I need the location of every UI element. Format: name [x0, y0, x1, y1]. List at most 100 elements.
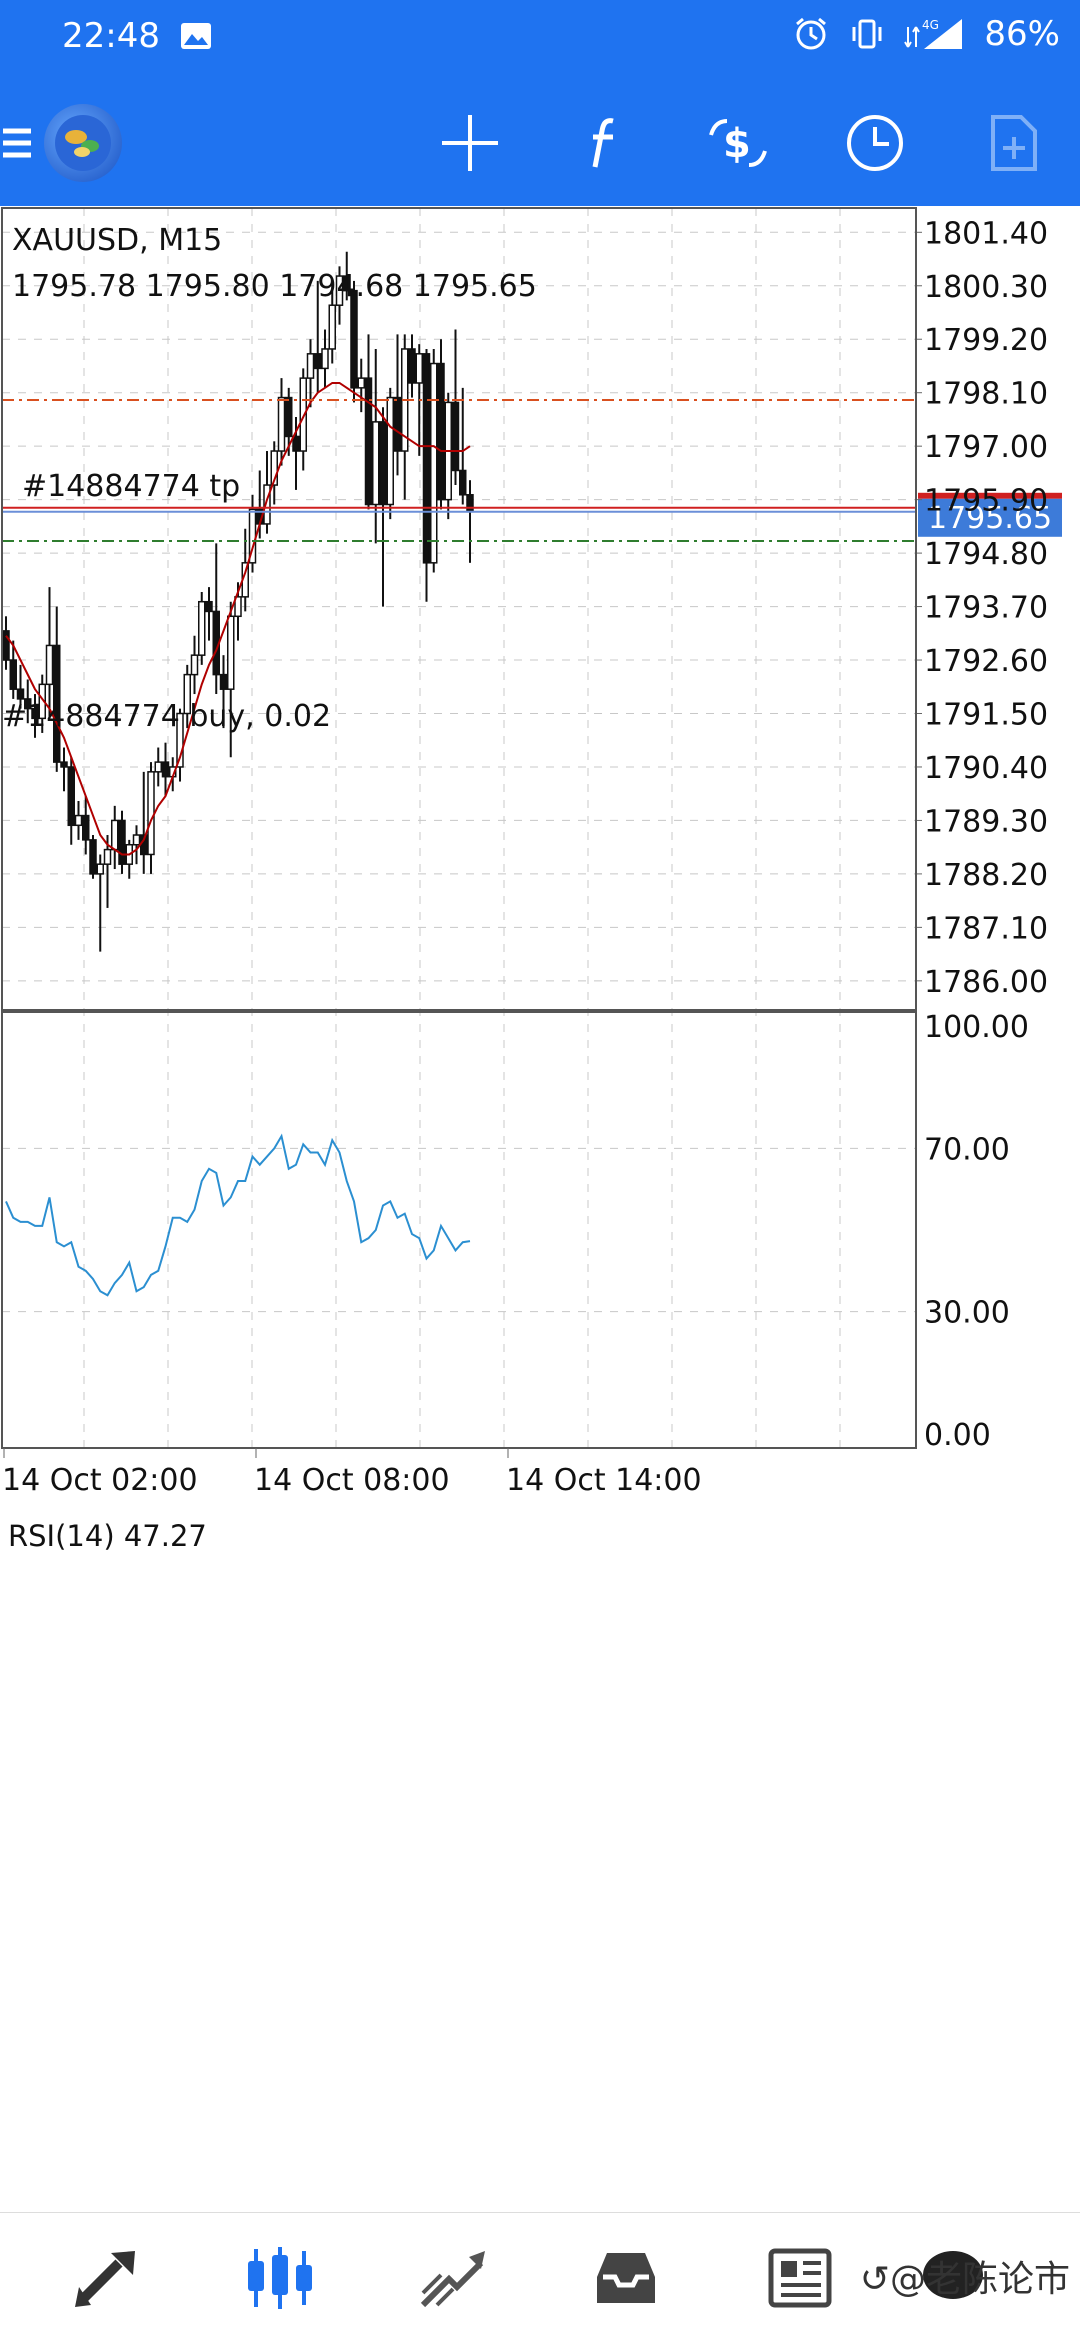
candle-body: [176, 712, 184, 768]
candle-body: [45, 644, 54, 686]
nav-chart[interactable]: [240, 2243, 320, 2313]
buy-order-label: #14884774 buy, 0.02: [2, 699, 331, 734]
alarm-icon: [796, 17, 827, 50]
candle-body: [459, 469, 467, 496]
tp-order-label: #14884774 tp: [22, 469, 240, 504]
svg-text:$: $: [723, 121, 751, 167]
chart-axes: 1801.40 1800.30 1799.20 1798.10 1797.00 1795.…: [1, 207, 1048, 1498]
price-tick-label: 1795.90: [924, 484, 1048, 519]
candle-body: [190, 654, 199, 676]
candle-body: [408, 348, 416, 384]
menu-button[interactable]: [0, 108, 58, 178]
candle-body: [430, 362, 438, 564]
rsi-label: RSI(14) 47.27: [8, 1519, 207, 1553]
price-tick-label: 1792.60: [924, 644, 1048, 679]
price-pane-frame: [1, 207, 917, 1011]
candle-body: [292, 435, 300, 452]
logo-graphic: [55, 115, 111, 171]
rsi-tick-label: 70.00: [924, 1132, 1010, 1167]
price-tick-label: 1787.10: [924, 911, 1048, 946]
crosshair-icon: [442, 115, 498, 171]
candle-body: [328, 304, 336, 350]
candle-body: [2, 630, 10, 661]
indicators-icon: [592, 118, 614, 168]
nav-history[interactable]: [586, 2243, 666, 2313]
candle-body: [306, 353, 315, 379]
candlestick-chart-icon: [248, 2247, 312, 2309]
candle-body: [103, 848, 112, 865]
candle-body: [393, 396, 402, 452]
candle-body: [285, 396, 293, 438]
candle-body: [343, 275, 351, 292]
nav-settings[interactable]: [910, 2243, 990, 2313]
candle-body: [198, 600, 206, 656]
price-tick-label: 1791.50: [924, 698, 1048, 733]
signal-icon: 4G: [904, 18, 963, 49]
time-tick-label: 14 Oct 02:00: [2, 1463, 198, 1498]
status-time: 22:48: [62, 16, 160, 56]
timeframe-clock-icon: [847, 115, 903, 171]
candle-body: [357, 377, 365, 389]
indicators-button[interactable]: [570, 108, 640, 178]
trade-button[interactable]: $: [703, 108, 773, 178]
nav-messages[interactable]: [760, 2243, 840, 2313]
vibrate-icon: [852, 19, 882, 49]
candle-body: [263, 484, 271, 525]
ohlc-label: 1795.78 1795.80 1794.68 1795.65: [12, 269, 537, 304]
chart-area[interactable]: 1795.65 1801.40 1800.30 1799.20 1798.10 1797…: [0, 206, 1080, 2212]
crosshair-button[interactable]: [435, 108, 505, 178]
price-tick-label: 1798.10: [924, 377, 1048, 412]
timeframe-button[interactable]: [840, 108, 910, 178]
candle-body: [437, 362, 445, 501]
price-tick-label: 1801.40: [924, 216, 1048, 251]
price-tick-label: 1797.00: [924, 430, 1048, 465]
candle-body: [466, 494, 474, 513]
status-bar: 22:48 4G 86%: [0, 0, 1080, 78]
image-notification-icon: [181, 23, 211, 49]
nav-quotes[interactable]: [68, 2243, 148, 2313]
candle-body: [386, 396, 394, 506]
candle-body: [314, 353, 322, 370]
candle-body: [183, 673, 191, 715]
candle-body: [415, 353, 423, 384]
candle-body: [270, 450, 278, 486]
current-price-label: 1795.65: [928, 501, 1052, 536]
nav-trade[interactable]: [414, 2243, 494, 2313]
price-chart[interactable]: 1795.65 1801.40 1800.30 1799.20 1798.10 1797…: [0, 206, 1080, 2212]
candlestick-series: [2, 251, 474, 952]
candle-body: [74, 814, 83, 827]
candle-body: [299, 377, 307, 452]
candle-body: [277, 396, 286, 452]
candle-body: [372, 421, 380, 506]
candle-body: [205, 600, 213, 613]
candle-body: [350, 289, 358, 389]
candle-body: [147, 771, 155, 856]
chat-bubble-icon: [923, 2251, 983, 2299]
price-tick-label: 1800.30: [924, 270, 1048, 305]
rsi-pane-frame: [1, 1011, 917, 1449]
candle-body: [227, 615, 235, 690]
rsi-line: [5, 1133, 471, 1297]
moving-average-series: [5, 381, 471, 856]
templates-button[interactable]: [978, 108, 1048, 178]
status-right-group: 4G 86%: [792, 14, 1060, 54]
time-tick-label: 14 Oct 08:00: [254, 1463, 450, 1498]
candle-body: [31, 707, 39, 720]
templates-icon: [991, 115, 1037, 171]
quotes-arrows-icon: [75, 2251, 135, 2307]
candle-body: [364, 377, 373, 506]
rsi-tick-label: 0.00: [924, 1418, 991, 1453]
price-tick-label: 1788.20: [924, 858, 1048, 893]
candle-body: [132, 834, 141, 846]
mt-logo-icon[interactable]: [44, 104, 122, 182]
candle-body: [53, 644, 61, 763]
price-tick-label: 1790.40: [924, 751, 1048, 786]
battery-level: 86%: [984, 14, 1060, 54]
price-tick-label: 1786.00: [924, 965, 1048, 1000]
inbox-icon: [597, 2253, 655, 2303]
trade-trend-icon: [420, 2251, 485, 2308]
news-icon: [768, 2248, 832, 2308]
price-tick-label: 1789.30: [924, 804, 1048, 839]
rsi-tick-label: 30.00: [924, 1296, 1010, 1331]
current-price-box: [918, 498, 1062, 537]
